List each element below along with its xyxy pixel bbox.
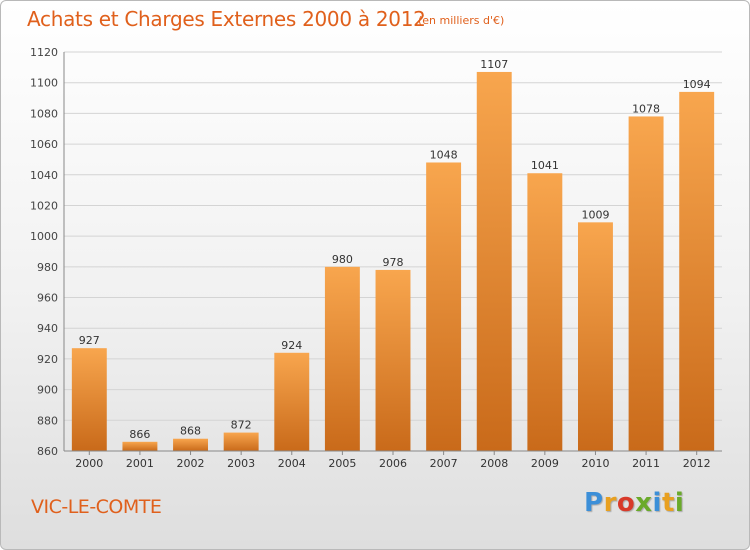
- x-tick-label-2000: 2000: [75, 457, 103, 470]
- data-labels: 927 866 868 872 924 980 978 1048 1107 1041 1009 107…: [79, 58, 711, 441]
- y-tick-label: 1120: [30, 46, 58, 59]
- y-tick-label: 960: [37, 292, 58, 305]
- data-label-2002: 868: [180, 425, 201, 438]
- logo-letter: r: [603, 488, 617, 518]
- logo-letter: i: [652, 488, 662, 518]
- x-tick-label-2010: 2010: [581, 457, 609, 470]
- y-tick-label: 1000: [30, 230, 58, 243]
- bar-2012: [679, 91, 715, 452]
- logo-letter: t: [661, 488, 675, 518]
- bar-2005: [324, 266, 360, 451]
- y-tick-label: 1100: [30, 77, 58, 90]
- logo-letter: x: [635, 488, 653, 518]
- x-tick-label-2003: 2003: [227, 457, 255, 470]
- data-label-2006: 978: [383, 256, 404, 269]
- chart-subtitle: (en milliers d'€): [418, 14, 505, 27]
- y-tick-label: 980: [37, 261, 58, 274]
- x-tick-label-2011: 2011: [632, 457, 660, 470]
- data-label-2000: 927: [79, 334, 100, 347]
- bar-2009: [527, 173, 563, 451]
- x-tick-label-2007: 2007: [430, 457, 458, 470]
- bar-2002: [173, 438, 209, 451]
- commune-name: VIC-LE-COMTE: [31, 496, 162, 518]
- y-tick-label: 920: [37, 353, 58, 366]
- y-tick-label: 940: [37, 322, 58, 335]
- x-tick-label-2006: 2006: [379, 457, 407, 470]
- logo-letter: o: [616, 488, 636, 518]
- y-tick-label: 880: [37, 414, 58, 427]
- bars: [71, 71, 715, 452]
- x-tick-label-2012: 2012: [683, 457, 711, 470]
- y-tick-label: 1040: [30, 169, 58, 182]
- x-axis: 2000 2001 2002 2003 2004 2005 2006 2007 2008 2009…: [64, 450, 722, 470]
- bar-2007: [426, 162, 462, 451]
- bar-2004: [274, 352, 310, 451]
- data-label-2004: 924: [281, 339, 302, 352]
- x-tick-label-2008: 2008: [480, 457, 508, 470]
- y-tick-label: 1080: [30, 107, 58, 120]
- data-label-2008: 1107: [480, 58, 508, 71]
- data-label-2005: 980: [332, 253, 353, 266]
- data-label-2009: 1041: [531, 159, 559, 172]
- bar-2000: [71, 348, 107, 451]
- data-label-2007: 1048: [430, 148, 458, 161]
- data-label-2003: 872: [231, 419, 252, 432]
- data-label-2001: 866: [129, 428, 150, 441]
- logo-letter: i: [674, 488, 685, 518]
- bar-2003: [223, 432, 259, 451]
- data-label-2010: 1009: [581, 208, 609, 221]
- bar-2008: [476, 71, 512, 451]
- bar-2010: [577, 222, 613, 451]
- bar-2001: [122, 441, 158, 451]
- bar-2011: [628, 116, 664, 451]
- proxiti-logo[interactable]: Proxiti: [584, 488, 684, 518]
- logo-letter: P: [584, 488, 604, 518]
- x-tick-label-2002: 2002: [177, 457, 205, 470]
- chart-title: Achats et Charges Externes 2000 à 2012: [27, 7, 426, 31]
- x-tick-label-2004: 2004: [278, 457, 306, 470]
- y-tick-label: 1060: [30, 138, 58, 151]
- x-tick-label-2005: 2005: [328, 457, 356, 470]
- y-tick-label: 1020: [30, 199, 58, 212]
- y-axis: 860 880 900 920 940 960 980 1000 1020 1040 1060 108…: [30, 46, 65, 458]
- data-label-2012: 1094: [683, 78, 711, 91]
- x-tick-label-2001: 2001: [126, 457, 154, 470]
- data-label-2011: 1078: [632, 102, 660, 115]
- y-tick-label: 900: [37, 384, 58, 397]
- bar-2006: [375, 269, 411, 451]
- x-tick-label-2009: 2009: [531, 457, 559, 470]
- y-tick-label: 860: [37, 445, 58, 458]
